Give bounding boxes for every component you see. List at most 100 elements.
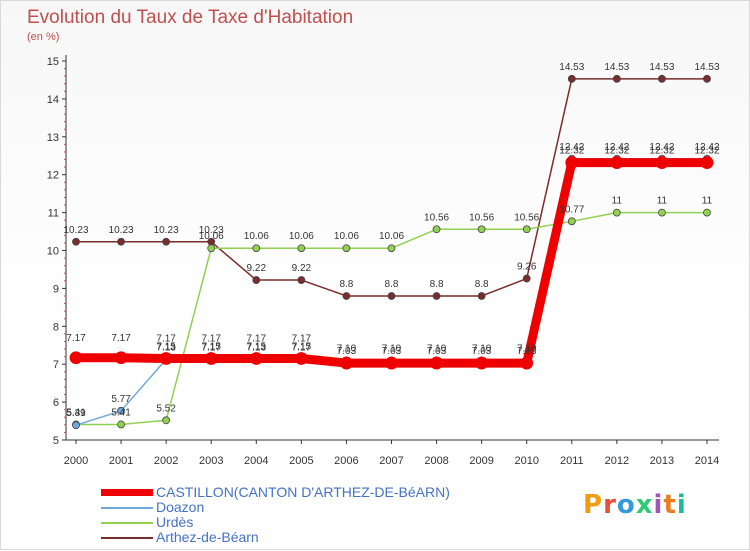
data-label: 12.42 (604, 142, 629, 153)
data-label: 5.39 (66, 408, 86, 419)
data-label: 7.17 (156, 334, 176, 345)
data-label: 9.22 (292, 263, 312, 274)
data-label: 7.17 (66, 333, 86, 344)
y-tick-label: 5 (53, 435, 59, 447)
y-tick-label: 9 (53, 283, 59, 295)
data-point (565, 156, 579, 169)
data-label: 7.03 (517, 346, 537, 357)
data-point (294, 352, 308, 365)
y-tick-label: 10 (47, 246, 59, 258)
data-label: 10.56 (469, 212, 494, 223)
data-point (72, 237, 80, 246)
data-point (612, 208, 621, 217)
data-point (387, 244, 396, 253)
legend-swatch-arthez (101, 537, 153, 539)
data-label: 10.06 (334, 231, 359, 242)
y-tick-label: 8 (53, 321, 59, 333)
data-point (340, 356, 353, 370)
data-label: 10.23 (199, 225, 224, 236)
y-tick-label: 7 (53, 359, 59, 371)
data-point (159, 352, 173, 365)
data-point (207, 244, 216, 253)
data-point (658, 208, 666, 217)
data-label: 5.41 (111, 407, 131, 418)
data-point (342, 244, 351, 253)
data-label: 9.22 (247, 263, 267, 274)
y-tick-label: 14 (47, 94, 59, 106)
data-label: 12.32 (559, 146, 584, 157)
data-point (252, 276, 261, 284)
data-point (475, 356, 489, 370)
data-label: 7.03 (382, 346, 402, 357)
data-label: 14.53 (694, 62, 719, 73)
y-tick-label: 6 (53, 397, 59, 409)
x-tick-label: 2002 (154, 455, 178, 467)
x-tick-label: 2008 (424, 455, 448, 467)
data-label: 14.53 (604, 62, 629, 73)
data-point (703, 208, 711, 217)
data-point (117, 406, 125, 415)
data-label: 7.03 (427, 346, 447, 357)
data-label: 7.03 (472, 346, 492, 357)
data-label: 12.42 (649, 142, 674, 153)
data-label: 10.77 (559, 204, 584, 215)
data-label: 10.06 (379, 231, 404, 242)
data-point (432, 292, 441, 300)
data-label: 7.10 (337, 343, 357, 354)
data-point (703, 74, 711, 83)
data-label: 7.15 (247, 342, 267, 353)
x-tick-label: 2001 (109, 455, 133, 467)
y-tick-label: 13 (47, 132, 59, 144)
data-label: 12.32 (604, 146, 629, 157)
data-point (477, 225, 486, 234)
x-tick-label: 2004 (244, 455, 268, 467)
series-line-3 (76, 78, 707, 297)
data-label: 14.53 (559, 62, 584, 73)
data-label: 10.23 (109, 225, 134, 236)
data-label: 7.15 (292, 342, 312, 353)
x-tick-label: 2007 (379, 455, 403, 467)
data-point (658, 74, 666, 83)
data-label: 11 (612, 196, 623, 207)
data-label: 7.17 (201, 342, 221, 353)
x-tick-label: 2012 (605, 455, 629, 467)
data-label: 7.17 (247, 334, 267, 345)
data-point (297, 276, 306, 284)
data-point (252, 244, 261, 253)
legend-label-doazon: Doazon (156, 499, 205, 515)
y-tick-label: 12 (47, 170, 59, 182)
legend-label-arthez: Arthez-de-Béarn (156, 529, 259, 545)
data-point (114, 351, 128, 365)
data-label: 10.06 (289, 231, 314, 242)
data-label: 7.10 (427, 343, 447, 354)
data-point (249, 352, 263, 365)
x-tick-label: 2009 (469, 455, 493, 467)
legend-swatch-castillon (101, 489, 153, 496)
data-point (522, 225, 531, 234)
y-tick-label: 15 (47, 56, 59, 68)
data-point (700, 156, 714, 169)
data-label: 5.41 (66, 407, 86, 418)
data-label: 8.8 (339, 279, 353, 290)
data-point (69, 351, 83, 365)
data-point (477, 292, 486, 300)
data-label: 7.17 (292, 334, 312, 345)
x-tick-label: 2003 (199, 455, 223, 467)
data-label: 7.13 (156, 342, 176, 353)
data-point (387, 292, 396, 300)
x-tick-label: 2000 (64, 455, 88, 467)
legend-label-urdes: Urdès (156, 514, 194, 530)
data-point (432, 225, 441, 234)
data-point (72, 421, 80, 430)
chart-title: Evolution du Taux de Taxe d'Habitation (27, 7, 354, 28)
x-tick-label: 2005 (289, 455, 313, 467)
data-point (117, 420, 125, 429)
data-label: 11 (702, 196, 713, 207)
data-label: 5.77 (111, 394, 131, 405)
data-label: 12.42 (694, 142, 719, 153)
data-label: 10.56 (514, 212, 539, 223)
data-label: 12.32 (694, 146, 719, 157)
data-label: 7.13 (247, 342, 267, 353)
